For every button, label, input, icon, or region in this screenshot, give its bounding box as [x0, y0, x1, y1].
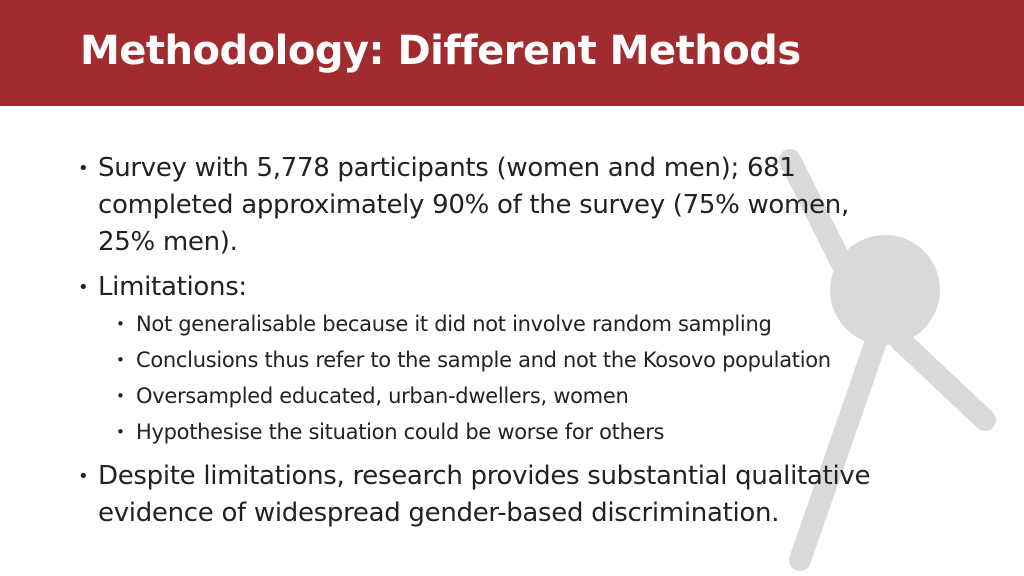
sub-bullet: Not generalisable because it did not inv… — [78, 306, 908, 342]
slide-title: Methodology: Different Methods — [80, 28, 801, 74]
bullet-text: Limitations: — [98, 272, 247, 302]
sub-bullet: Hypothesise the situation could be worse… — [78, 414, 908, 450]
bullet: Limitations: — [78, 269, 908, 306]
sub-bullet: Conclusions thus refer to the sample and… — [78, 342, 908, 378]
header-bar: Methodology: Different Methods — [0, 0, 1024, 106]
bullet: Despite limitations, research provides s… — [78, 458, 908, 532]
bullet: Survey with 5,778 participants (women an… — [78, 150, 908, 261]
bullet-list: Survey with 5,778 participants (women an… — [78, 150, 908, 540]
sub-list: Not generalisable because it did not inv… — [78, 306, 908, 450]
sub-bullet: Oversampled educated, urban-dwellers, wo… — [78, 378, 908, 414]
